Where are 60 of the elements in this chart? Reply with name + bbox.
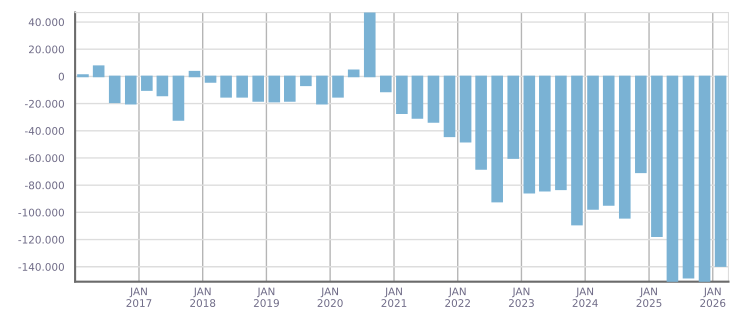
bar — [172, 76, 184, 121]
bar — [618, 76, 631, 219]
bar — [284, 76, 296, 102]
bar — [587, 76, 599, 210]
bar — [602, 76, 615, 206]
bar — [300, 76, 312, 86]
bar — [523, 76, 536, 194]
y-tick-label: 0 — [58, 72, 64, 81]
bar — [428, 76, 440, 123]
bar — [236, 76, 248, 98]
bar — [714, 76, 726, 267]
bar — [698, 76, 710, 282]
x-tick-label: JAN 2023 — [508, 288, 534, 307]
bar — [156, 76, 168, 96]
bar — [188, 70, 200, 78]
y-tick-label: -140.000 — [18, 262, 64, 271]
bar — [555, 76, 567, 190]
x-tick-label: JAN 2025 — [636, 288, 662, 307]
bar — [635, 76, 647, 174]
bar — [348, 69, 360, 78]
x-tick-label: JAN 2017 — [126, 288, 152, 307]
bar — [252, 76, 264, 102]
x-tick-label: JAN 2026 — [700, 288, 726, 307]
bar — [412, 76, 424, 119]
bar — [220, 76, 232, 98]
bar — [141, 76, 153, 91]
y-tick-label: -20.000 — [24, 100, 64, 108]
bar — [651, 76, 663, 237]
bar — [380, 76, 392, 92]
bar — [396, 76, 408, 114]
y-tick-label: 40.000 — [28, 18, 64, 26]
bar — [491, 76, 503, 202]
x-tick-label: JAN 2018 — [190, 288, 216, 307]
y-tick-label: -100.000 — [18, 208, 64, 216]
x-tick-label: JAN 2019 — [254, 288, 279, 307]
bar — [124, 76, 137, 104]
bar — [444, 76, 456, 138]
bar — [316, 76, 328, 104]
y-tick-label: -120.000 — [18, 236, 64, 244]
bar — [92, 65, 104, 78]
x-tick-label: JAN 2022 — [445, 288, 470, 307]
y-tick-label: -80.000 — [24, 181, 64, 190]
bar — [108, 76, 121, 104]
y-tick-label: -60.000 — [24, 154, 64, 162]
bar — [332, 76, 344, 98]
y-tick-label: -40.000 — [24, 127, 64, 135]
bar — [204, 76, 216, 83]
y-tick-label: 20.000 — [29, 45, 64, 54]
bar — [268, 76, 280, 102]
bar — [666, 76, 678, 282]
bar — [682, 76, 694, 278]
bar — [475, 76, 487, 170]
bar — [507, 76, 520, 159]
x-tick-label: JAN 2020 — [318, 288, 343, 307]
bar — [571, 76, 583, 226]
bar — [539, 76, 551, 192]
x-tick-label: JAN 2021 — [382, 288, 406, 307]
bar — [364, 12, 376, 78]
x-tick-label: JAN 2024 — [572, 288, 598, 307]
bar — [460, 76, 472, 143]
